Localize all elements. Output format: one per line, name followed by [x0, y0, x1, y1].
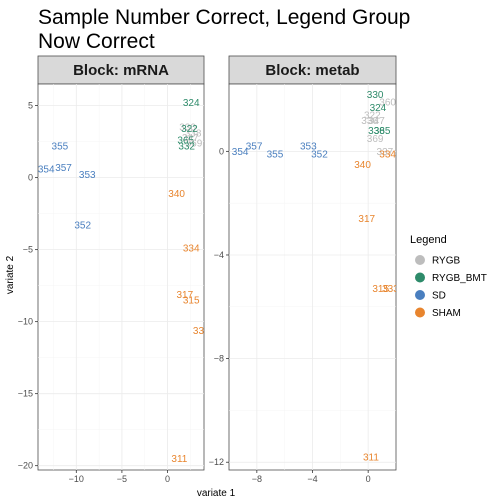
point-label-317: 317: [358, 214, 375, 225]
point-label-338: 338: [185, 128, 202, 139]
point-label-352: 352: [74, 221, 91, 232]
point-label-324: 324: [370, 103, 387, 114]
point-label-360: 360: [379, 98, 396, 109]
legend-key-sd: [415, 290, 425, 300]
y-tick-label: −4: [214, 250, 224, 260]
panel-metab: Block: metab −8 −4 0 0 −4 −8 −12 330360324322347…: [209, 55, 399, 484]
point-label-315: 315: [183, 296, 200, 307]
point-label-337: 337: [377, 147, 394, 158]
point-label-336: 336: [361, 116, 378, 127]
point-label-369: 369: [186, 139, 203, 150]
point-label-369: 369: [367, 134, 384, 145]
point-label-354: 354: [38, 164, 55, 175]
facet-strip-mrna: [37, 55, 205, 85]
chart-title-line-2: Now Correct: [38, 30, 155, 53]
legend-title: Legend: [410, 234, 447, 246]
point-label-322: 322: [181, 124, 198, 135]
point-label-332: 332: [178, 141, 195, 152]
point-label-365: 365: [374, 126, 391, 137]
y-tick-label: −20: [18, 461, 33, 471]
panel-background-mrna: [37, 83, 205, 471]
point-label-355: 355: [267, 149, 284, 160]
x-tick-label: −4: [307, 474, 317, 484]
legend-key-sham: [415, 307, 425, 318]
y-tick-label: 5: [28, 101, 33, 111]
point-label-365: 365: [177, 136, 194, 147]
point-label-355: 355: [52, 141, 69, 152]
point-label-347: 347: [368, 116, 385, 127]
point-label-330: 330: [179, 123, 196, 134]
legend-label-sd: SD: [432, 291, 446, 302]
facet-strip-metab: [228, 55, 397, 85]
y-tick-label: −10: [18, 317, 33, 327]
point-label-324: 324: [183, 98, 200, 109]
point-label-334: 334: [183, 244, 200, 255]
point-label-340: 340: [354, 160, 371, 171]
point-label-338: 338: [368, 126, 385, 137]
point-label-311: 311: [363, 453, 379, 464]
point-label-353: 353: [79, 170, 96, 181]
point-label-311: 311: [171, 454, 187, 465]
point-label-347: 347: [182, 133, 199, 144]
panel-mrna: Block: mRNA−10 −5 050−5−10−15−203243303383…: [18, 55, 210, 484]
point-label-352: 352: [311, 149, 328, 160]
point-label-317: 317: [177, 290, 194, 301]
y-tick-label: 0: [28, 173, 33, 183]
facet-strip-label-mrna: Block: mRNA: [73, 62, 169, 79]
point-label-340: 340: [168, 189, 185, 200]
point-label-357: 357: [246, 142, 263, 153]
point-label-322: 322: [364, 111, 381, 122]
point-label-353: 353: [300, 142, 317, 153]
point-label-334: 334: [379, 149, 396, 160]
legend: Legend RYGB RYGB_BMT SD SHAM: [410, 234, 487, 319]
y-tick-label: 0: [219, 146, 224, 156]
point-label-333: 333: [382, 284, 399, 295]
legend-label-sham: SHAM: [432, 308, 461, 319]
point-label-333: 333: [193, 326, 210, 337]
y-tick-label: −15: [18, 389, 33, 399]
point-label-315: 315: [372, 284, 389, 295]
y-tick-label: −5: [23, 245, 33, 255]
y-axis-title: variate 2: [5, 255, 16, 294]
facet-strip-label-metab: Block: metab: [265, 62, 359, 79]
y-tick-label: −12: [209, 457, 224, 467]
legend-label-rygb: RYGB: [432, 256, 460, 267]
x-tick-label: −8: [252, 474, 262, 484]
chart-title-line-1: Sample Number Correct, Legend Group: [38, 6, 410, 29]
point-label-330: 330: [367, 90, 384, 101]
x-axis-title: variate 1: [197, 488, 236, 499]
x-tick-label: −5: [117, 474, 127, 484]
x-tick-label: 0: [366, 474, 371, 484]
x-tick-label: 0: [165, 474, 170, 484]
point-label-357: 357: [55, 163, 72, 174]
legend-key-rygb_bmt: [415, 272, 425, 283]
legend-key-rygb: [415, 255, 425, 265]
point-label-354: 354: [232, 147, 249, 158]
x-tick-label: −10: [69, 474, 84, 484]
legend-label-rygb_bmt: RYGB_BMT: [432, 273, 487, 284]
y-tick-label: −8: [214, 354, 224, 364]
